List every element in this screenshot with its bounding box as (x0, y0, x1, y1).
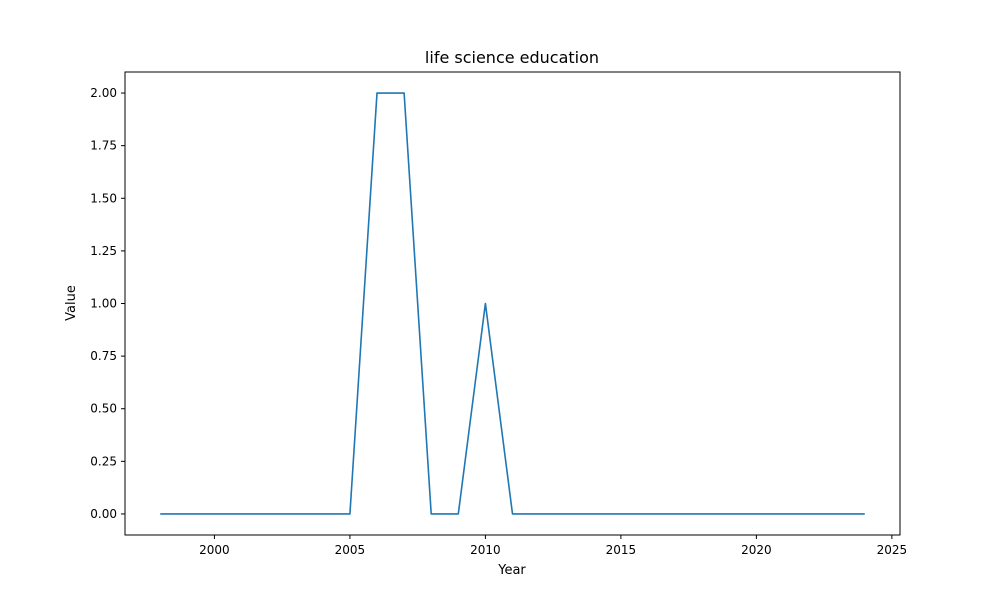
x-tick-label: 2005 (335, 543, 366, 557)
y-tick-label: 0.25 (90, 454, 117, 468)
y-tick-label: 1.75 (90, 139, 117, 153)
x-tick-label: 2025 (877, 543, 908, 557)
y-tick-label: 2.00 (90, 86, 117, 100)
y-axis: 0.00 0.25 0.50 0.75 1.00 1.25 1.50 1.75 2.00 (90, 86, 125, 521)
x-tick-label: 2015 (606, 543, 637, 557)
y-tick-label: 0.75 (90, 349, 117, 363)
series-line (160, 92, 865, 515)
axes-frame (124, 71, 901, 536)
y-tick-label: 1.50 (90, 191, 117, 205)
x-tick-label: 2020 (741, 543, 772, 557)
x-axis-label: Year (497, 563, 526, 578)
y-tick-label: 1.25 (90, 244, 117, 258)
x-tick-label: 2000 (199, 543, 230, 557)
y-tick-label: 0.50 (90, 402, 117, 416)
series-group (160, 92, 865, 515)
plot-area: 2000 2005 2010 2015 2020 2025 0.00 0.25 0.50 0.7… (90, 71, 907, 557)
x-tick-label: 2010 (470, 543, 501, 557)
x-axis: 2000 2005 2010 2015 2020 2025 (199, 535, 907, 557)
y-tick-label: 1.00 (90, 297, 117, 311)
y-axis-label: Value (64, 285, 79, 321)
y-tick-label: 0.00 (90, 507, 117, 521)
chart-title: life science education (425, 48, 599, 67)
